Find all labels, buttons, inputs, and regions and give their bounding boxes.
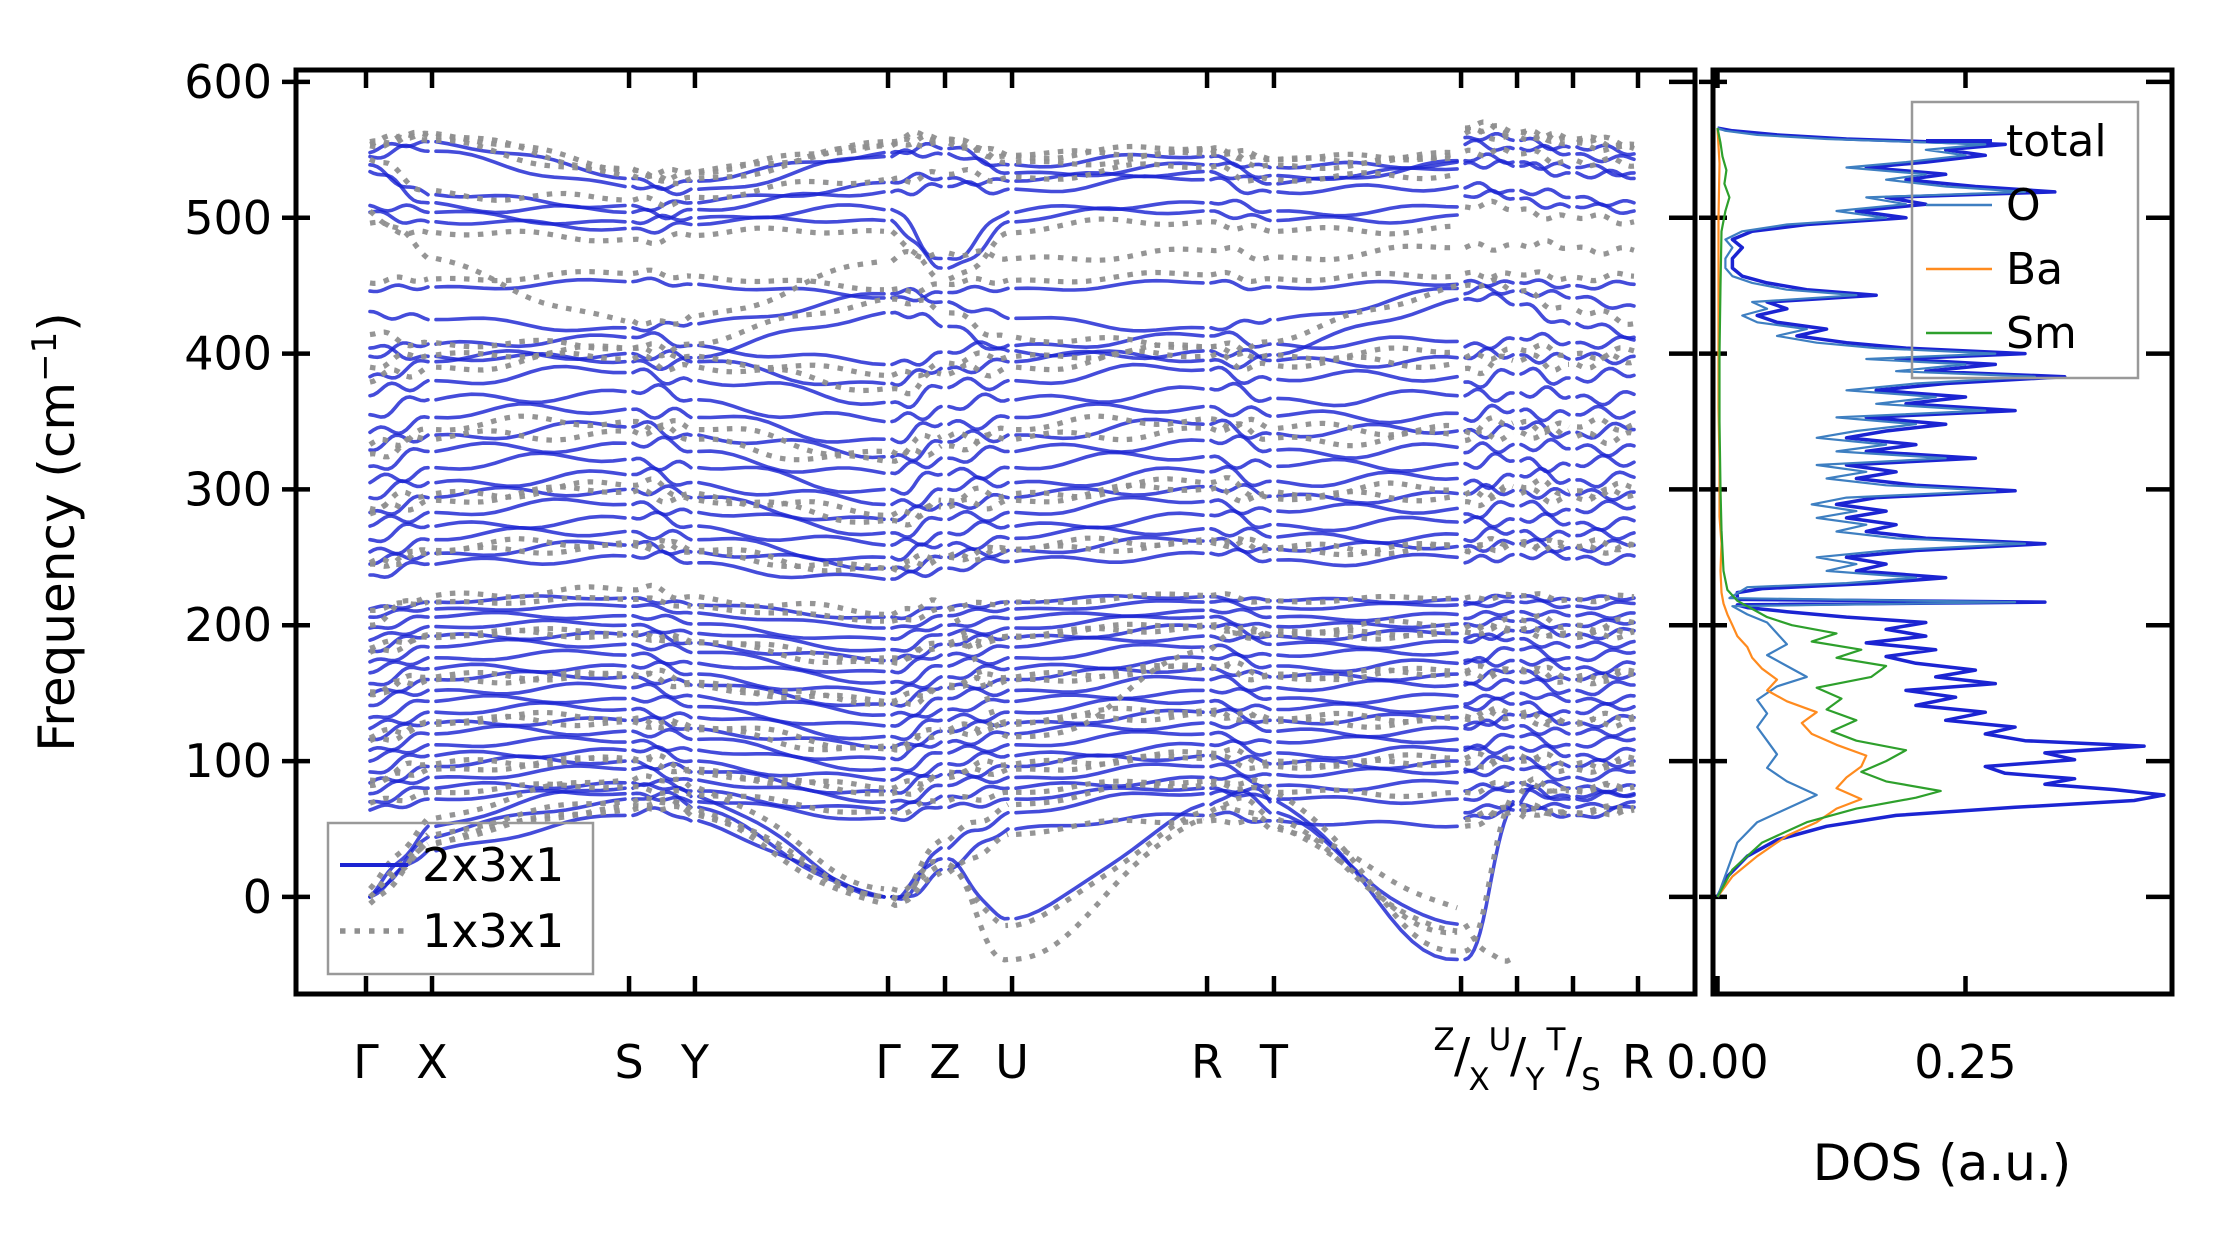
band-1x3x1-line xyxy=(369,119,1635,179)
x-tick-label: T xyxy=(1259,1035,1289,1089)
dos-curves xyxy=(1715,126,2166,898)
band-legend-label: 2x3x1 xyxy=(422,838,564,892)
band-legend-item-2x3x1: 2x3x1 xyxy=(340,838,564,892)
y-tick-label: 500 xyxy=(184,191,272,245)
dos-x-tick-label: 0.25 xyxy=(1914,1035,2016,1089)
y-tick-label: 0 xyxy=(243,870,272,924)
dos-legend-label: O xyxy=(2006,180,2041,231)
band-2x3x1-line xyxy=(368,276,1636,303)
band-2x3x1-line xyxy=(368,188,1636,270)
band-2x3x1-line xyxy=(368,607,1636,642)
x-tick-label-slash: / xyxy=(1454,1028,1471,1084)
x-tick-label: R xyxy=(1622,1035,1654,1089)
x-tick-label: Γ xyxy=(353,1035,379,1089)
x-tick-label: R xyxy=(1191,1035,1223,1089)
dos-x-tick-label: 0.00 xyxy=(1666,1035,1768,1089)
y-tick-label: 200 xyxy=(184,598,272,652)
x-tick-label: Z xyxy=(929,1035,961,1089)
band-panel-border xyxy=(293,67,1698,997)
band-legend-item-1x3x1: 1x3x1 xyxy=(340,904,564,958)
band-structure-curves xyxy=(368,119,1636,964)
x-tick-label-bottom: Y xyxy=(1525,1062,1545,1098)
band-2x3x1-line xyxy=(368,614,1636,653)
band-1x3x1-line xyxy=(369,340,1635,379)
dos-curve-Sm xyxy=(1716,127,1942,898)
band-1x3x1-line xyxy=(369,591,1635,624)
band-1x3x1-line xyxy=(369,659,1635,704)
dos-legend-item-sm: Sm xyxy=(1926,308,2077,359)
band-1x3x1-line xyxy=(368,209,1635,327)
x-tick-label-top: T xyxy=(1546,1022,1567,1058)
band-2x3x1-line xyxy=(368,434,1636,476)
x-tick-label-top: U xyxy=(1489,1022,1512,1058)
x-tick-label: X xyxy=(416,1035,448,1089)
dos-legend-box xyxy=(1910,100,2140,380)
x-tick-label: Y xyxy=(680,1035,710,1089)
band-1x3x1-line xyxy=(369,482,1635,528)
band-2x3x1-line xyxy=(368,284,1636,333)
band-legend-label: 1x3x1 xyxy=(422,904,564,958)
dos-legend-item-o: O xyxy=(1926,180,2041,231)
band-1x3x1-line xyxy=(369,753,1635,797)
band-1x3x1-line xyxy=(369,621,1635,662)
band-legend: 2x3x1 1x3x1 xyxy=(326,821,595,976)
dos-legend-label: total xyxy=(2006,116,2107,167)
dos-legend-item-total: total xyxy=(1926,116,2107,167)
x-tick-label: Γ xyxy=(875,1035,901,1089)
band-1x3x1-line xyxy=(370,535,1635,571)
dos-legend-label: Sm xyxy=(2006,308,2077,359)
y-tick-label: 100 xyxy=(184,734,272,788)
band-1x3x1-line xyxy=(368,795,1635,934)
dos-legend-item-ba: Ba xyxy=(1926,244,2063,295)
band-1x3x1-line xyxy=(368,145,1635,209)
x-tick-label-top: Z xyxy=(1433,1022,1454,1058)
band-1x3x1-line xyxy=(368,705,1636,752)
band-1x3x1-line xyxy=(368,535,1635,574)
x-tick-label-slash: / xyxy=(1566,1028,1583,1084)
band-1x3x1-line xyxy=(369,746,1635,791)
band-1x3x1-line xyxy=(368,803,1635,964)
x-tick-label-slash: / xyxy=(1510,1028,1527,1084)
band-1x3x1-line xyxy=(369,582,1635,740)
y-tick-label: 300 xyxy=(184,462,272,516)
band-2x3x1-line xyxy=(368,181,1636,261)
band-1x3x1-line xyxy=(369,267,1635,296)
dos-x-axis-label: DOS (a.u.) xyxy=(1813,1134,2072,1192)
y-tick-label: 400 xyxy=(184,327,272,381)
band-1x3x1-line xyxy=(369,778,1635,817)
x-tick-label: S xyxy=(614,1035,643,1089)
band-2x3x1-line xyxy=(368,381,1636,424)
band-1x3x1-line xyxy=(369,198,1635,282)
band-1x3x1-line xyxy=(369,277,1635,359)
x-tick-label: U xyxy=(995,1035,1029,1089)
band-legend-box xyxy=(326,821,595,976)
band-1x3x1-line xyxy=(368,413,1635,458)
y-tick-label: 600 xyxy=(184,55,272,109)
dos-panel-border xyxy=(1710,67,2175,997)
x-tick-label-bottom: S xyxy=(1581,1062,1601,1098)
y-axis-label: Frequency (cm−1) xyxy=(25,312,86,752)
band-1x3x1-line xyxy=(369,475,1635,520)
dos-legend: total O Ba Sm xyxy=(1910,100,2140,380)
band-2x3x1-line xyxy=(368,362,1636,409)
band-1x3x1-line xyxy=(368,773,1635,954)
band-1x3x1-line xyxy=(369,348,1635,397)
dos-curve-O xyxy=(1716,127,2036,898)
dos-legend-label: Ba xyxy=(2006,244,2063,295)
band-2x3x1-line xyxy=(368,132,1636,192)
dos-curve-total xyxy=(1715,126,2166,898)
x-tick-label-bottom: X xyxy=(1468,1062,1489,1098)
